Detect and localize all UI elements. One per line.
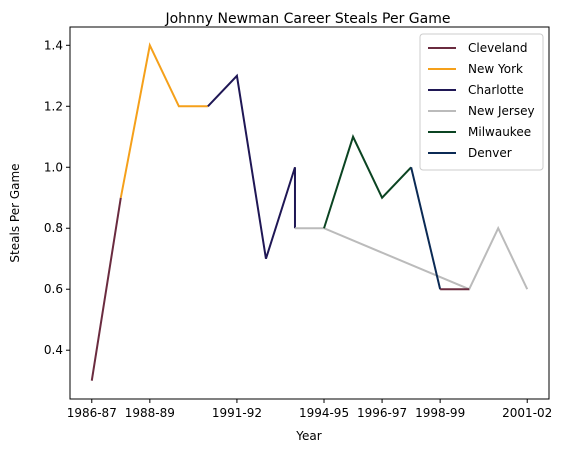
y-tick-label: 1.4 [44, 38, 63, 52]
series-line-charlotte-2 [207, 73, 296, 260]
x-axis: 1986-87 1988-89 1991-92 1994-95 1996-97 1998-… [67, 399, 552, 420]
legend-label-milwaukee: Milwaukee [468, 125, 531, 139]
x-tick-label: 1986-87 [67, 406, 117, 420]
x-tick-label: 2001-02 [502, 406, 552, 420]
x-tick-label: 1998-99 [415, 406, 465, 420]
x-axis-title: Year [295, 429, 321, 443]
y-tick-label: 1.0 [44, 160, 63, 174]
y-tick-label: 0.6 [44, 282, 63, 296]
series-line-new-york-1 [119, 42, 208, 198]
y-tick-label: 0.8 [44, 221, 63, 235]
y-axis: 0.4 0.6 0.8 1.0 1.2 1.4 [44, 38, 70, 357]
series-line-new-jersey-3 [294, 225, 529, 291]
legend-label-new-york: New York [468, 62, 523, 76]
plot-area-frame [69, 26, 550, 400]
legend-label-cleveland: Cleveland [468, 41, 528, 55]
y-tick-label: 0.4 [44, 343, 63, 357]
y-tick-label: 1.2 [44, 99, 63, 113]
x-tick-label: 1988-89 [125, 406, 175, 420]
chart-title: Johnny Newman Career Steals Per Game [164, 11, 450, 27]
legend-label-denver: Denver [468, 146, 512, 160]
series-line-milwaukee-4 [323, 134, 412, 229]
x-tick-label: 1996-97 [357, 406, 407, 420]
legend: Cleveland New York Charlotte New Jersey Milw… [419, 33, 544, 171]
legend-label-new-jersey: New Jersey [468, 104, 535, 118]
legend-label-charlotte: Charlotte [468, 83, 524, 97]
y-axis-title: Steals Per Game [8, 163, 22, 262]
series-line-denver-5 [410, 167, 442, 290]
series-line-cleveland-0 [90, 197, 122, 381]
x-tick-label: 1994-95 [299, 406, 349, 420]
series-layer [90, 42, 529, 381]
x-tick-label: 1991-92 [212, 406, 262, 420]
